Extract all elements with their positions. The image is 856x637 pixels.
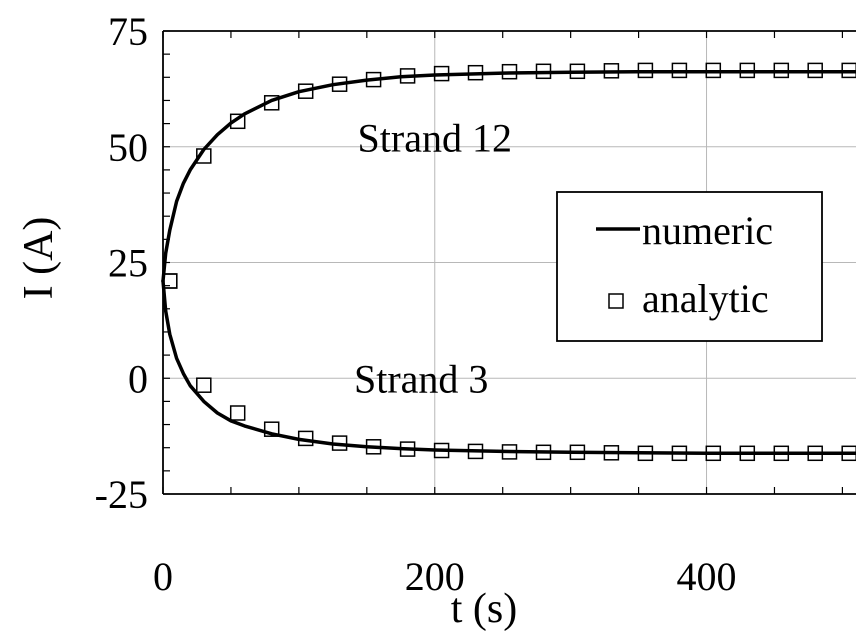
x-tick-label: 400	[677, 554, 737, 599]
data-point-1-20	[841, 62, 856, 79]
x-axis-title: t (s)	[451, 586, 518, 632]
data-point-3-20	[841, 445, 856, 462]
data-point-3-15	[671, 445, 688, 462]
data-point-3-19	[807, 445, 823, 462]
data-point-1-6	[365, 71, 382, 88]
y-tick-label: -25	[95, 472, 148, 517]
data-point-3-17	[739, 445, 756, 462]
data-point-1-1	[196, 148, 212, 164]
legend-square-marker	[608, 293, 624, 309]
data-point-3-13	[603, 445, 620, 461]
data-point-1-18	[773, 62, 790, 79]
y-tick-label: 25	[108, 241, 148, 286]
x-tick-label: 0	[153, 554, 173, 599]
annotation-strand-12: Strand 12	[358, 115, 512, 160]
data-point-3-3	[263, 421, 280, 437]
data-point-3-16	[705, 445, 722, 462]
data-point-1-14	[637, 62, 654, 79]
y-tick-label: 75	[108, 9, 148, 54]
data-point-1-17	[739, 62, 756, 79]
data-point-3-9	[467, 443, 484, 460]
data-point-1-11	[535, 63, 552, 80]
x-tick-label: 200	[405, 554, 465, 599]
y-tick-label: 0	[128, 356, 148, 401]
legend-box	[556, 191, 823, 342]
data-point-3-11	[535, 444, 552, 461]
data-point-1-16	[705, 62, 722, 79]
data-point-3-7	[399, 441, 416, 457]
annotation-strand-3: Strand 3	[354, 356, 488, 401]
data-point-1-8	[433, 65, 450, 82]
y-axis-title: I (A)	[16, 217, 62, 300]
data-point-3-18	[773, 445, 790, 462]
data-point-3-1	[196, 377, 212, 393]
data-point-1-19	[807, 62, 823, 79]
data-point-1-5	[331, 76, 348, 92]
data-point-1-10	[501, 63, 518, 80]
series-layer	[161, 62, 856, 462]
data-point-3-8	[433, 442, 450, 459]
data-point-3-2	[229, 405, 246, 421]
data-point-3-12	[569, 444, 586, 461]
data-point-3-14	[637, 445, 654, 462]
data-point-1-9	[467, 64, 484, 81]
data-point-1-3	[263, 95, 280, 111]
data-point-1-13	[603, 63, 620, 79]
data-point-3-5	[331, 435, 348, 451]
legend-label-analytic: analytic	[642, 276, 769, 321]
data-point-1-2	[229, 113, 246, 130]
plot-frame	[162, 30, 856, 495]
y-tick-label: 50	[108, 125, 148, 170]
data-point-3-4	[297, 430, 314, 447]
data-point-3-6	[365, 439, 382, 455]
legend: numeric analytic	[556, 191, 823, 342]
data-point-1-4	[297, 83, 314, 99]
legend-label-numeric: numeric	[642, 208, 773, 253]
data-point-1-7	[399, 68, 416, 84]
data-point-1-12	[569, 63, 586, 80]
data-point-3-10	[501, 444, 518, 460]
data-point-1-15	[671, 62, 688, 79]
